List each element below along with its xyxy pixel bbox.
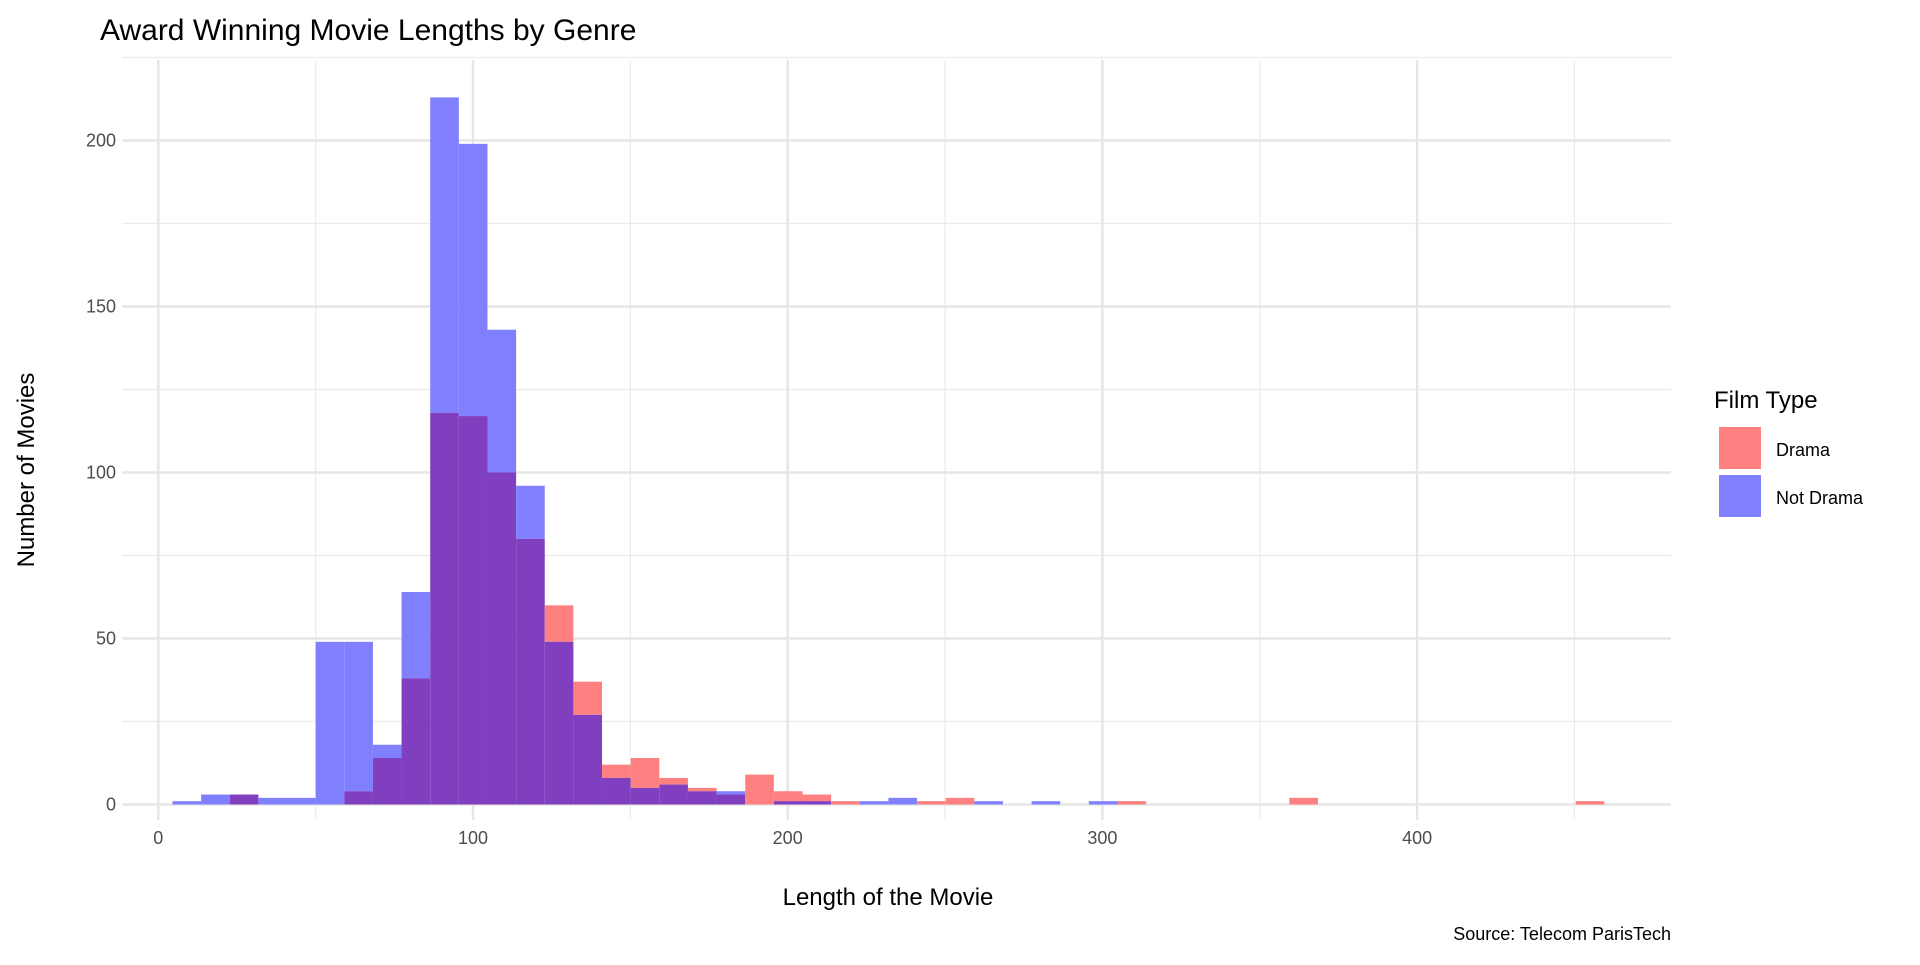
bar-not-drama xyxy=(315,641,345,805)
legend-label-not-drama: Not Drama xyxy=(1776,488,1864,508)
bar-drama xyxy=(773,791,803,802)
bar-not-drama xyxy=(258,797,288,805)
y-tick-label: 200 xyxy=(86,131,116,151)
x-axis-ticks: 0 100 200 300 400 xyxy=(153,828,1432,848)
y-tick-label: 150 xyxy=(86,297,116,317)
bar-drama xyxy=(745,774,774,805)
bar-not-drama xyxy=(974,801,1003,805)
y-tick-label: 100 xyxy=(86,463,116,483)
x-tick-label: 300 xyxy=(1087,828,1117,848)
bar-overlap xyxy=(573,714,603,805)
legend-title: Film Type xyxy=(1714,387,1818,414)
bar-not-drama xyxy=(716,791,746,795)
bar-drama xyxy=(602,764,631,778)
bar-overlap xyxy=(602,777,631,805)
bar-overlap xyxy=(802,801,832,805)
bar-not-drama xyxy=(859,801,889,805)
bar-overlap xyxy=(401,678,431,805)
bars xyxy=(172,97,1605,805)
bar-drama xyxy=(687,787,717,792)
bar-overlap xyxy=(659,784,688,805)
x-tick-label: 200 xyxy=(773,828,803,848)
bar-overlap xyxy=(487,472,517,805)
y-axis-label: Number of Movies xyxy=(13,373,40,568)
bar-not-drama xyxy=(458,143,488,417)
bar-not-drama xyxy=(1031,801,1061,805)
y-axis-ticks: 0 50 100 150 200 xyxy=(86,131,116,815)
y-tick-label: 0 xyxy=(106,795,116,815)
bar-overlap xyxy=(544,641,574,805)
x-tick-label: 100 xyxy=(458,828,488,848)
y-tick-label: 50 xyxy=(96,629,116,649)
bar-drama xyxy=(1575,801,1605,805)
bar-not-drama xyxy=(201,794,230,805)
bar-drama xyxy=(1117,801,1147,805)
bar-overlap xyxy=(773,801,803,805)
legend-key-drama xyxy=(1719,427,1761,469)
bar-overlap xyxy=(229,794,259,805)
x-tick-label: 0 xyxy=(153,828,163,848)
bar-not-drama xyxy=(287,797,316,805)
bar-drama xyxy=(630,758,660,788)
bar-not-drama xyxy=(1088,801,1118,805)
x-tick-label: 400 xyxy=(1402,828,1432,848)
caption: Source: Telecom ParisTech xyxy=(1453,924,1671,944)
bar-drama xyxy=(1289,797,1318,805)
bar-overlap xyxy=(430,412,459,805)
bar-overlap xyxy=(344,791,373,805)
bar-overlap xyxy=(516,538,545,805)
bar-drama xyxy=(544,605,574,642)
bar-not-drama xyxy=(401,592,431,679)
bar-not-drama xyxy=(487,329,517,473)
bar-not-drama xyxy=(172,801,202,805)
bar-overlap xyxy=(372,758,402,805)
bar-overlap xyxy=(687,791,717,805)
legend-label-drama: Drama xyxy=(1776,440,1831,460)
bar-drama xyxy=(917,801,946,805)
bar-drama xyxy=(831,801,860,805)
bar-drama xyxy=(659,777,688,785)
bar-overlap xyxy=(458,416,488,805)
bar-overlap xyxy=(716,794,746,805)
chart-title: Award Winning Movie Lengths by Genre xyxy=(100,14,636,47)
bar-not-drama xyxy=(372,744,402,759)
legend: Film Type Drama Not Drama xyxy=(1714,387,1864,517)
bar-drama xyxy=(945,797,975,805)
bar-drama xyxy=(802,794,832,802)
bar-not-drama xyxy=(888,797,918,805)
bar-not-drama xyxy=(430,97,459,413)
bar-overlap xyxy=(630,787,660,805)
bar-not-drama xyxy=(344,641,373,792)
bar-not-drama xyxy=(516,485,545,539)
bar-drama xyxy=(573,681,603,715)
legend-key-not-drama xyxy=(1719,475,1761,517)
x-axis-label: Length of the Movie xyxy=(783,884,994,911)
